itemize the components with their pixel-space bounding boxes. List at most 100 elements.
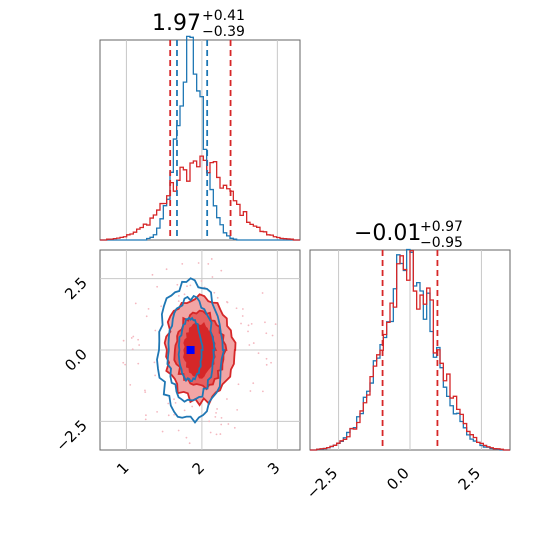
sample-point bbox=[173, 398, 175, 401]
sample-point bbox=[237, 383, 240, 386]
sample-point bbox=[144, 391, 147, 394]
sample-point bbox=[145, 414, 147, 417]
sample-point bbox=[154, 374, 157, 377]
x-tick-label: 0.0 bbox=[383, 464, 413, 494]
histogram-panel-param-2 bbox=[309, 248, 511, 451]
sample-point bbox=[129, 383, 132, 386]
sample-point bbox=[235, 307, 238, 310]
sample-point bbox=[154, 329, 157, 332]
sample-point bbox=[191, 405, 194, 408]
sample-point bbox=[220, 423, 223, 426]
contour-panel bbox=[99, 249, 301, 451]
x-tick-label: 2 bbox=[189, 459, 208, 478]
sample-point bbox=[145, 315, 148, 318]
x-tick-label: 1 bbox=[113, 459, 132, 478]
sample-point bbox=[165, 268, 168, 271]
sample-point bbox=[156, 285, 159, 288]
sample-point bbox=[219, 433, 222, 435]
sample-point bbox=[220, 416, 223, 419]
sample-point bbox=[176, 283, 179, 286]
sample-point bbox=[185, 436, 188, 439]
sample-point bbox=[257, 352, 260, 355]
sample-point bbox=[177, 300, 180, 303]
sample-point bbox=[271, 334, 274, 337]
sample-point bbox=[265, 357, 268, 360]
sample-point bbox=[247, 330, 249, 333]
sample-point bbox=[144, 389, 146, 392]
sample-point bbox=[177, 429, 180, 432]
sample-point bbox=[137, 338, 140, 341]
sample-point bbox=[200, 280, 203, 282]
sample-point bbox=[265, 332, 268, 335]
sample-point bbox=[124, 363, 127, 366]
sample-point bbox=[151, 273, 154, 276]
histogram-series-blue bbox=[310, 248, 510, 451]
sample-point bbox=[132, 335, 135, 338]
x-tick-label: 2.5 bbox=[455, 464, 485, 494]
sample-point bbox=[134, 302, 137, 305]
sample-point bbox=[247, 324, 250, 327]
x-tick-label: −2.5 bbox=[303, 464, 341, 502]
sample-point bbox=[183, 293, 186, 296]
blue-contour-level bbox=[166, 294, 216, 403]
sample-point bbox=[250, 322, 253, 325]
param-2-title-upper-error: +0.97 bbox=[420, 219, 463, 235]
sample-point bbox=[177, 294, 180, 297]
param-1-title-upper-error: +0.41 bbox=[202, 8, 245, 24]
sample-point bbox=[189, 284, 192, 287]
sample-point bbox=[226, 398, 228, 400]
sample-point bbox=[153, 361, 156, 364]
sample-point bbox=[270, 361, 272, 364]
sample-point bbox=[122, 361, 125, 364]
y-tick-label: −2.5 bbox=[52, 417, 90, 455]
sample-point bbox=[211, 276, 214, 278]
contour-x-tick-labels: 1 2 3 bbox=[113, 459, 283, 478]
sample-point bbox=[264, 321, 266, 324]
sample-point bbox=[122, 339, 125, 342]
sample-point bbox=[265, 363, 268, 366]
sample-point bbox=[227, 423, 230, 425]
best-fit-marker bbox=[186, 346, 195, 354]
sample-point bbox=[207, 263, 210, 265]
sample-point bbox=[130, 337, 133, 339]
sample-point bbox=[249, 390, 252, 392]
sample-point bbox=[173, 413, 175, 416]
sample-point bbox=[252, 342, 255, 344]
sample-point bbox=[209, 431, 212, 434]
sample-point bbox=[216, 408, 218, 410]
sample-point bbox=[137, 362, 140, 365]
sample-point bbox=[138, 344, 141, 346]
sample-point bbox=[197, 262, 200, 264]
sample-point bbox=[156, 410, 158, 413]
sample-point bbox=[131, 348, 134, 351]
sample-point bbox=[208, 420, 211, 423]
sample-point bbox=[183, 409, 186, 412]
sample-point bbox=[226, 301, 229, 304]
sample-point bbox=[215, 411, 217, 414]
histogram-series-red bbox=[310, 250, 510, 451]
sample-point bbox=[233, 426, 236, 429]
param-2-title-lower-error: −0.95 bbox=[420, 235, 463, 251]
sample-point bbox=[220, 269, 223, 272]
sample-point bbox=[248, 344, 251, 346]
sample-point bbox=[214, 415, 217, 418]
blue-contour-level bbox=[177, 316, 204, 383]
sample-point bbox=[252, 382, 255, 385]
sample-point bbox=[213, 291, 216, 294]
param-1-title-value: 1.97 bbox=[152, 11, 201, 36]
sample-point bbox=[174, 401, 177, 404]
sample-point bbox=[241, 308, 244, 310]
sample-point bbox=[216, 296, 219, 299]
sample-point bbox=[181, 262, 184, 265]
sample-point bbox=[274, 323, 277, 325]
histogram-panel-param-1 bbox=[99, 35, 301, 241]
blue-contour-level bbox=[156, 277, 226, 424]
sample-point bbox=[261, 292, 264, 294]
red-contour-level bbox=[183, 322, 218, 379]
sample-point bbox=[261, 390, 264, 393]
contour-y-tick-labels: 2.5 0.0 −2.5 bbox=[52, 274, 90, 455]
sample-point bbox=[147, 307, 150, 310]
x-tick-label: 3 bbox=[264, 459, 283, 478]
sample-point bbox=[186, 285, 188, 288]
